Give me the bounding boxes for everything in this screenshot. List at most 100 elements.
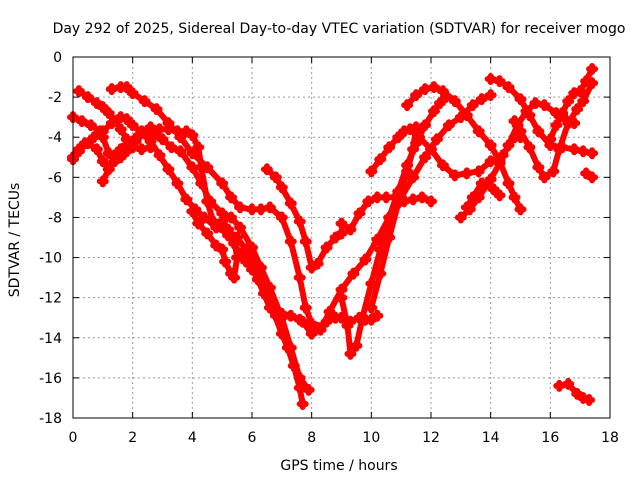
- data-point: [296, 315, 309, 328]
- data-point: [234, 221, 247, 234]
- data-point: [514, 125, 527, 138]
- data-point: [436, 85, 449, 98]
- data-point: [126, 87, 139, 100]
- data-point: [287, 359, 300, 372]
- series-sat-15: [401, 81, 527, 216]
- data-point: [532, 125, 545, 138]
- data-point: [231, 251, 244, 264]
- data-point: [493, 157, 506, 170]
- data-point: [353, 207, 366, 220]
- data-point: [544, 133, 557, 146]
- series-sat-21: [580, 167, 599, 184]
- data-point: [586, 171, 599, 184]
- data-point: [75, 115, 88, 128]
- data-point: [508, 191, 521, 204]
- data-point: [296, 397, 309, 410]
- data-point: [586, 63, 599, 76]
- data-point: [350, 339, 363, 352]
- data-point: [254, 203, 267, 216]
- data-point: [201, 227, 214, 240]
- series-sat-06: [96, 121, 306, 326]
- data-point: [293, 271, 306, 284]
- data-point: [523, 109, 536, 122]
- data-point: [126, 141, 139, 154]
- data-point: [487, 183, 500, 196]
- data-point: [427, 81, 440, 94]
- data-point: [126, 119, 139, 132]
- data-point: [502, 139, 515, 152]
- data-point: [460, 167, 473, 180]
- data-point: [114, 143, 127, 156]
- data-point: [577, 145, 590, 158]
- data-point: [380, 191, 393, 204]
- data-point: [165, 141, 178, 154]
- data-point: [484, 173, 497, 186]
- data-point: [448, 95, 461, 108]
- data-point: [553, 143, 566, 156]
- x-tick-label: 8: [307, 430, 316, 446]
- data-point: [216, 215, 229, 228]
- data-point: [135, 143, 148, 156]
- series-sat-08: [216, 215, 244, 284]
- data-point: [293, 215, 306, 228]
- data-point: [275, 211, 288, 224]
- x-tick-label: 18: [601, 430, 619, 446]
- data-point: [246, 203, 258, 216]
- data-point: [201, 195, 214, 208]
- data-point: [87, 131, 100, 144]
- data-point: [365, 165, 378, 178]
- data-point: [192, 141, 205, 154]
- data-point: [225, 211, 238, 224]
- data-point: [105, 117, 118, 130]
- tick-labels: 0 2 4 6 8 10 12 14 16 18 0 -2 -4 -6 -8 -10 -12 -14 -16 -18: [39, 50, 619, 446]
- data-point: [475, 93, 488, 106]
- data-point: [362, 195, 375, 208]
- data-point: [228, 271, 241, 284]
- y-tick-label: 0: [53, 50, 62, 66]
- data-point: [293, 381, 306, 394]
- data-point: [84, 119, 97, 132]
- data-point: [180, 193, 193, 206]
- data-point: [407, 143, 420, 156]
- series-sat-22: [460, 177, 506, 214]
- data-point: [484, 139, 497, 152]
- data-point: [162, 123, 175, 136]
- data-point: [502, 81, 515, 94]
- data-point: [311, 257, 324, 270]
- data-point: [553, 379, 566, 392]
- data-point: [144, 121, 157, 134]
- data-point: [374, 243, 387, 256]
- y-tick-label: -18: [39, 411, 62, 427]
- series-sat-19: [544, 63, 599, 146]
- data-point: [442, 119, 455, 132]
- data-point: [347, 267, 360, 280]
- data-point: [180, 125, 193, 138]
- data-point: [284, 235, 297, 248]
- data-point: [502, 177, 515, 190]
- data-point: [574, 85, 587, 98]
- data-point: [284, 197, 297, 210]
- data-point: [419, 119, 432, 132]
- data-point: [425, 195, 437, 208]
- data-point: [365, 277, 378, 290]
- data-point: [365, 313, 378, 326]
- data-point: [407, 193, 420, 206]
- data-point: [374, 153, 387, 166]
- data-point: [314, 323, 327, 336]
- data-point: [401, 165, 414, 178]
- x-tick-label: 2: [128, 430, 137, 446]
- data-point: [207, 215, 220, 228]
- data-point: [299, 235, 312, 248]
- y-tick-label: -8: [48, 210, 62, 226]
- data-point: [538, 171, 551, 184]
- data-point: [281, 341, 294, 354]
- x-tick-label: 0: [69, 430, 78, 446]
- data-point: [153, 149, 166, 162]
- data-point: [419, 151, 432, 164]
- data-point: [260, 163, 273, 176]
- data-series: [67, 63, 599, 410]
- data-point: [359, 253, 372, 266]
- data-point: [108, 149, 121, 162]
